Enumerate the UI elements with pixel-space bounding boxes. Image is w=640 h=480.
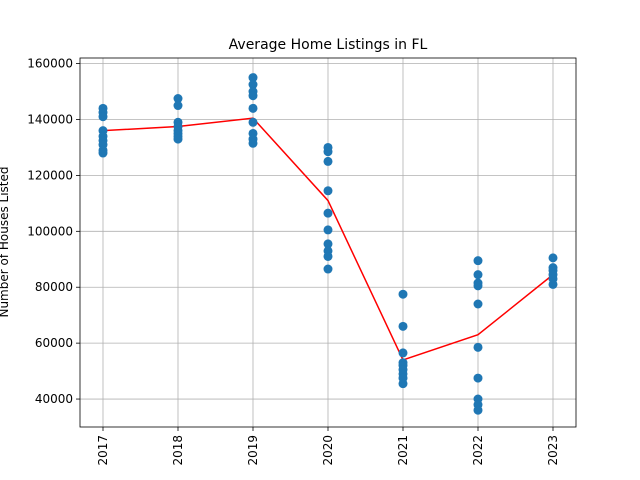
scatter-point — [173, 101, 183, 111]
scatter-point — [323, 186, 333, 196]
scatter-point — [548, 279, 558, 289]
tick-layer: 2017 2018 2019 2020 2021 2022 2023 40000 60000 80… — [27, 57, 560, 466]
scatter-point — [473, 281, 483, 291]
y-tick-label: 60000 — [35, 336, 73, 350]
chart-title: Average Home Listings in FL — [229, 37, 428, 53]
scatter-point — [173, 134, 183, 144]
scatter-point — [398, 289, 408, 299]
scatter-point — [473, 256, 483, 266]
scatter-point — [473, 373, 483, 383]
y-axis-label: Number of Houses Listed — [0, 166, 11, 317]
y-tick-label: 40000 — [35, 392, 73, 406]
y-tick-label: 160000 — [27, 57, 73, 71]
scatter-point — [548, 253, 558, 263]
scatter-point — [323, 208, 333, 218]
scatter-point — [98, 148, 108, 158]
scatter-point — [323, 147, 333, 157]
scatter-point — [248, 91, 258, 101]
x-tick-label: 2017 — [96, 435, 110, 466]
scatter-point — [398, 379, 408, 389]
scatter-point — [473, 270, 483, 280]
scatter-point — [323, 264, 333, 274]
scatter-point — [323, 239, 333, 249]
scatter-point — [473, 405, 483, 415]
scatter-point — [473, 299, 483, 309]
scatter-point — [98, 112, 108, 122]
scatter-point — [248, 80, 258, 90]
y-tick-label: 100000 — [27, 224, 73, 238]
scatter-point — [248, 138, 258, 148]
scatter-point — [323, 251, 333, 261]
scatter-point — [248, 103, 258, 113]
x-tick-label: 2018 — [171, 435, 185, 466]
scatter-point — [173, 94, 183, 104]
scatter-point — [323, 225, 333, 235]
scatter-point — [248, 117, 258, 127]
point-layer — [98, 73, 558, 415]
y-tick-label: 120000 — [27, 168, 73, 182]
grid-layer — [80, 58, 576, 427]
scatter-point — [323, 156, 333, 166]
y-tick-label: 140000 — [27, 113, 73, 127]
scatter-point — [473, 342, 483, 352]
x-tick-label: 2023 — [546, 435, 560, 466]
y-tick-label: 80000 — [35, 280, 73, 294]
scatter-point — [398, 348, 408, 358]
scatter-point — [248, 73, 258, 83]
x-tick-label: 2022 — [471, 435, 485, 466]
x-tick-label: 2019 — [246, 435, 260, 466]
x-tick-label: 2020 — [321, 435, 335, 466]
x-tick-label: 2021 — [396, 435, 410, 466]
scatter-point — [398, 321, 408, 331]
